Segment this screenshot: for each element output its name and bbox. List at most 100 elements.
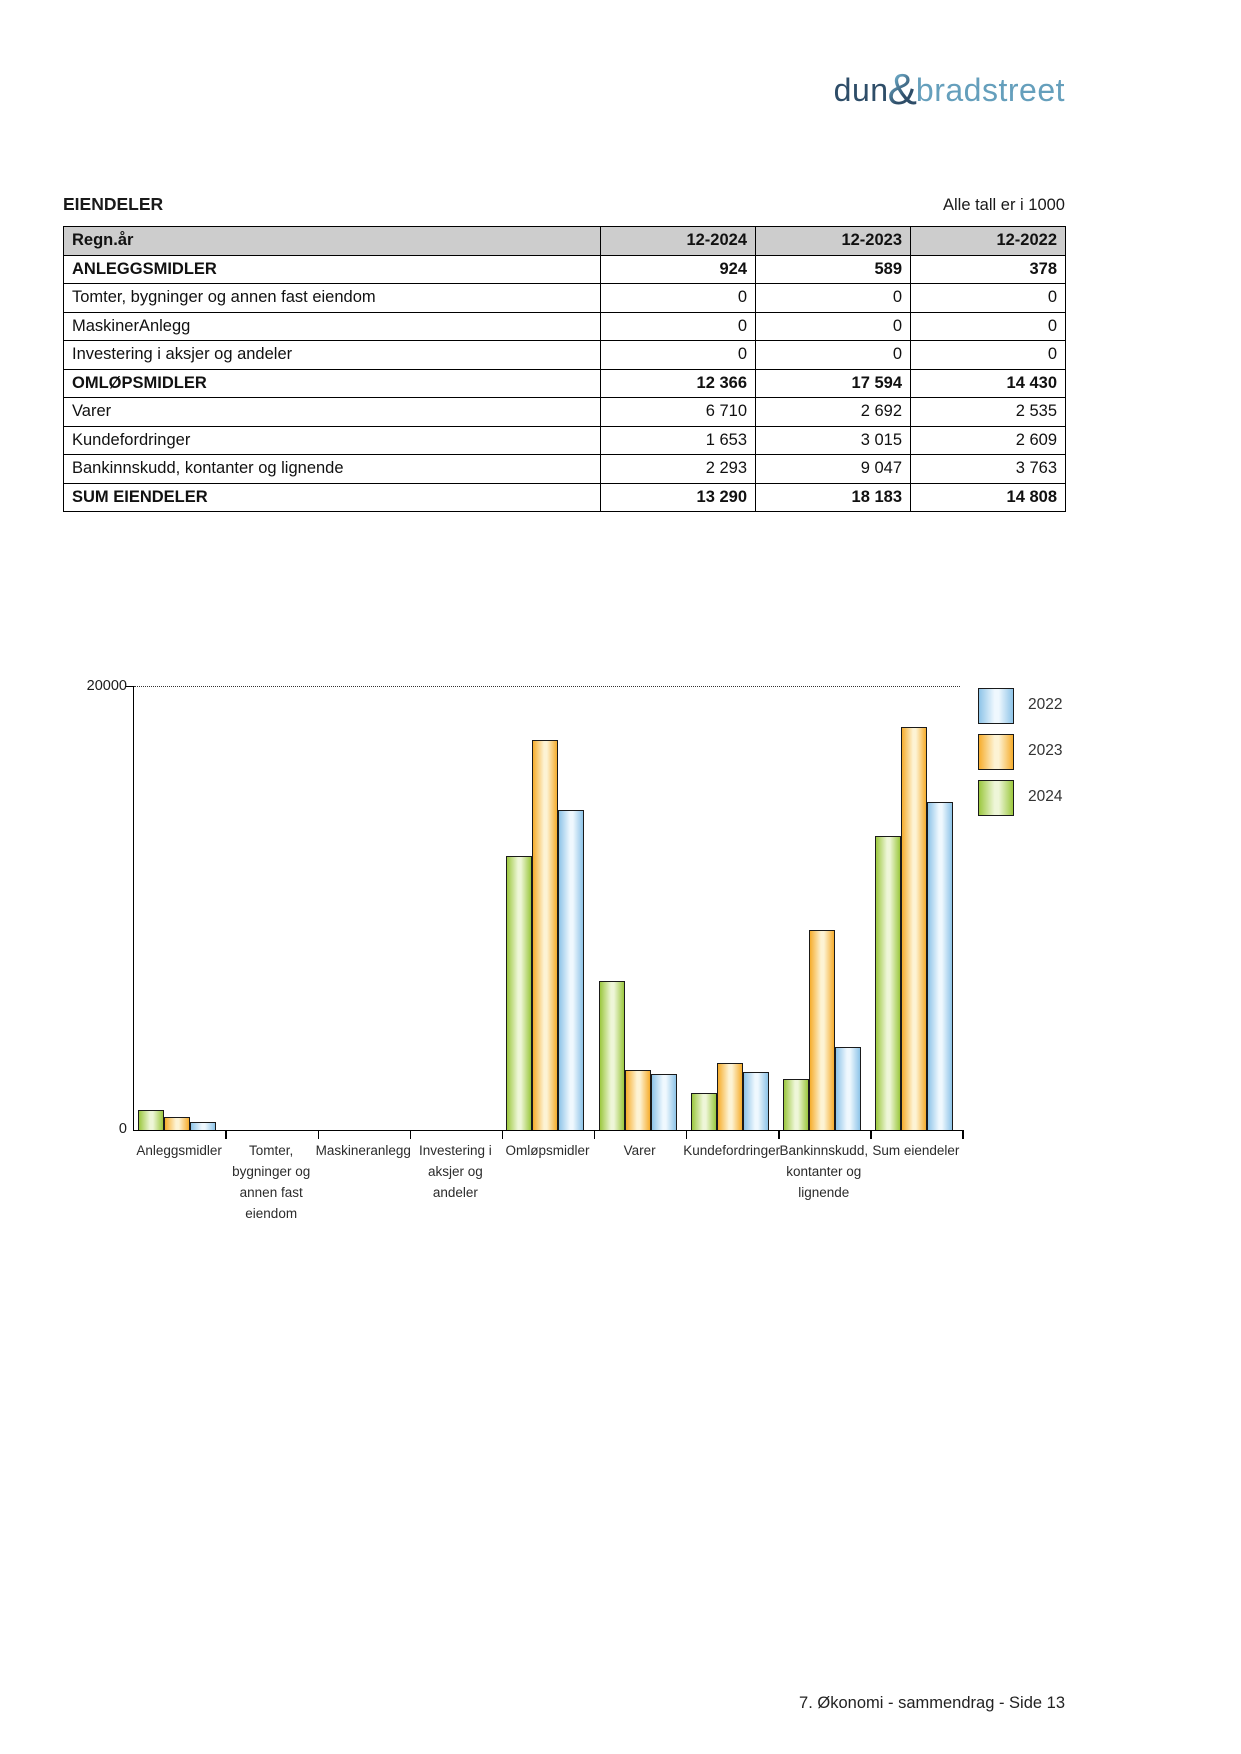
x-axis-label-line: eiendom [245,1206,298,1221]
bar-kundefordringer-2024 [690,1093,717,1130]
row-value: 0 [910,283,1066,313]
row-label: Investering i aksjer og andeler [63,340,601,370]
row-value: 14 808 [910,482,1066,512]
bar-sum-eiendeler-2023 [900,727,927,1130]
row-value: 1 653 [600,425,756,455]
logo-ampersand-icon: & [887,65,917,114]
row-value: 3 015 [755,425,911,455]
x-axis-label-line: aksjer og [428,1164,483,1179]
bar-anleggsmidler-2022 [190,1121,216,1130]
row-value: 13 290 [600,482,756,512]
x-axis-label-line: Investering i [418,1143,492,1158]
x-axis-tick [317,1130,319,1139]
x-axis-label-line: annen fast [239,1185,303,1200]
x-axis-label-line: lignende [798,1185,850,1200]
x-axis-label: Bankinnskudd, kontanter og lignende [762,1140,886,1203]
x-axis-label: Anleggsmidler [117,1140,241,1161]
x-axis-label-line: andeler [432,1185,478,1200]
row-label: OMLØPSMIDLER [63,368,601,398]
x-axis-tick [501,1130,504,1139]
row-value: 0 [600,311,756,341]
table-row: Varer 6 710 2 692 2 535 [63,397,1066,427]
table-row: MaskinerAnlegg 0 0 0 [63,311,1066,341]
column-header-2: 12-2023 [755,226,911,256]
x-axis-tick [962,1130,964,1139]
gridline-20000 [134,686,960,687]
x-axis-label-line: Omløpsmidler [505,1143,590,1158]
row-value: 2 535 [910,397,1066,427]
column-header-3: 12-2022 [910,226,1066,256]
x-axis-label-line: Bankinnskudd, [779,1143,869,1158]
row-value: 0 [600,283,756,313]
x-axis-tick [778,1130,780,1139]
table-row: Kundefordringer 1 653 3 015 2 609 [63,425,1066,455]
bar-anleggsmidler-2024 [138,1109,164,1130]
row-value: 378 [910,254,1066,284]
bar-anleggsmidler-2023 [164,1117,190,1130]
bar-bankinnskudd-kontanter-og-lignende-2023 [808,929,835,1130]
x-axis-label: Omløpsmidler [486,1140,610,1161]
table-row: Bankinnskudd, kontanter og lignende 2 293… [63,454,1066,484]
x-axis-tick [593,1130,596,1139]
bar-omløpsmidler-2024 [506,856,533,1130]
x-axis-tick [409,1130,412,1139]
legend-label: 2022 [1028,696,1063,713]
legend-label: 2024 [1028,788,1063,805]
column-header-1: 12-2024 [600,226,756,256]
x-axis-label-line: Maskineranlegg [315,1143,411,1158]
row-value: 589 [755,254,911,284]
row-value: 18 183 [755,482,911,512]
table-row: SUM EIENDELER 13 290 18 183 14 808 [63,482,1066,512]
row-value: 14 430 [910,368,1066,398]
table-row: OMLØPSMIDLER 12 366 17 594 14 430 [63,368,1066,398]
row-value: 6 710 [600,397,756,427]
row-label: ANLEGGSMIDLER [63,254,601,284]
row-value: 0 [910,340,1066,370]
x-axis-label: Tomter, bygninger og annen fast eiendom [209,1140,333,1224]
legend-item-2024: 2024 [978,780,1098,816]
x-axis-label-line: kontanter og [786,1164,862,1179]
financial-table: Regn.år 12-2024 12-2023 12-2022 ANLEGGSMIDL… [63,226,1066,512]
bar-varer-2024 [598,981,625,1130]
row-label: MaskinerAnlegg [63,311,601,341]
section-header: EIENDELER Alle tall er i 1000 [63,194,1065,215]
row-label: SUM EIENDELER [63,482,601,512]
section-title: EIENDELER [63,194,164,214]
row-label: Tomter, bygninger og annen fast eiendom [63,283,601,313]
row-value: 924 [600,254,756,284]
row-value: 0 [755,311,911,341]
legend-item-2022: 2022 [978,688,1098,724]
x-axis-tick [685,1130,688,1139]
bar-bankinnskudd-kontanter-og-lignende-2024 [782,1079,809,1130]
x-axis-label: Sum eiendeler [854,1140,978,1161]
table-body: ANLEGGSMIDLER 924 589 378 Tomter, bygninger … [63,254,1066,512]
row-value: 2 293 [600,454,756,484]
bar-sum-eiendeler-2022 [926,802,953,1130]
x-axis-label-line: bygninger og [232,1164,311,1179]
row-value: 0 [910,311,1066,341]
bar-sum-eiendeler-2024 [874,835,901,1130]
x-axis-label: Maskineranlegg [301,1140,425,1161]
dnb-logo: dun & bradstreet [834,68,1065,112]
row-value: 0 [600,340,756,370]
x-axis-label-line: Anleggsmidler [136,1143,222,1158]
y-axis-tick [126,686,134,687]
column-header-0: Regn.år [63,226,601,256]
x-axis-label: Investering i aksjer og andeler [393,1140,517,1203]
page-footer: 7. Økonomi - sammendrag - Side 13 [799,1694,1065,1712]
row-value: 12 366 [600,368,756,398]
x-axis-label: Varer [578,1140,702,1161]
row-value: 2 609 [910,425,1066,455]
x-axis-label-line: Varer [623,1143,656,1158]
row-value: 0 [755,340,911,370]
logo-text-bradstreet: bradstreet [915,71,1065,108]
bar-omløpsmidler-2022 [558,810,585,1130]
row-value: 17 594 [755,368,911,398]
bar-kundefordringer-2023 [716,1063,743,1130]
chart-legend: 2022 2023 2024 [978,688,1098,828]
units-note: Alle tall er i 1000 [943,196,1065,214]
bar-bankinnskudd-kontanter-og-lignende-2022 [834,1046,861,1130]
x-axis-label-line: Tomter, [249,1143,294,1158]
legend-label: 2023 [1028,742,1063,759]
bar-varer-2022 [650,1073,677,1130]
